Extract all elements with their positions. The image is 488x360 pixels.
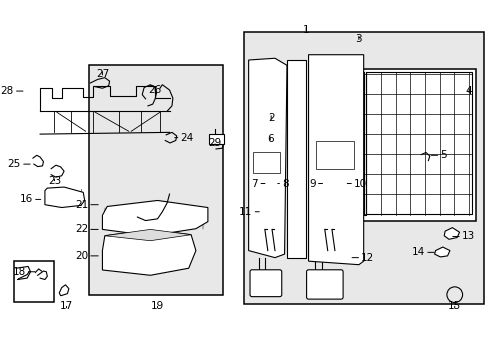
Polygon shape	[59, 285, 69, 296]
Bar	[315, 141, 353, 170]
Polygon shape	[45, 187, 84, 207]
Text: 17: 17	[60, 301, 73, 311]
Text: 22: 22	[75, 224, 88, 234]
Text: 5: 5	[440, 150, 446, 160]
Text: 20: 20	[75, 251, 88, 261]
Bar	[361, 69, 475, 221]
Bar	[244, 32, 483, 303]
Text: 6: 6	[266, 134, 273, 144]
Text: 21: 21	[75, 200, 88, 210]
Text: 27: 27	[96, 69, 109, 79]
Text: 3: 3	[355, 33, 362, 44]
FancyBboxPatch shape	[249, 270, 281, 297]
Text: 26: 26	[148, 85, 162, 95]
Text: 1: 1	[302, 25, 309, 35]
Text: 10: 10	[353, 179, 366, 189]
Polygon shape	[443, 228, 459, 239]
Text: 2: 2	[267, 113, 274, 123]
Polygon shape	[308, 55, 363, 265]
Text: 15: 15	[447, 301, 461, 311]
Text: 18: 18	[13, 267, 26, 277]
Polygon shape	[434, 247, 449, 257]
Polygon shape	[248, 58, 286, 258]
Text: 25: 25	[8, 159, 21, 169]
Text: 16: 16	[20, 194, 33, 204]
Bar	[14, 261, 54, 302]
Text: 28: 28	[0, 86, 14, 96]
Text: 8: 8	[282, 179, 288, 189]
Text: 29: 29	[208, 138, 221, 148]
Polygon shape	[286, 60, 305, 258]
Polygon shape	[102, 229, 196, 275]
Text: 11: 11	[239, 207, 252, 217]
Text: 9: 9	[308, 179, 315, 189]
Bar	[366, 72, 470, 213]
Text: 14: 14	[411, 247, 424, 257]
Text: 12: 12	[361, 253, 374, 263]
Text: 4: 4	[465, 86, 471, 96]
Polygon shape	[102, 201, 207, 236]
Bar	[253, 152, 279, 173]
Text: 19: 19	[151, 301, 164, 311]
Text: 13: 13	[461, 231, 474, 242]
Text: 23: 23	[48, 176, 61, 186]
Text: 7: 7	[251, 179, 258, 189]
Bar	[209, 134, 223, 144]
Polygon shape	[104, 229, 191, 241]
FancyBboxPatch shape	[306, 270, 343, 299]
Text: 24: 24	[180, 132, 193, 143]
Bar	[89, 65, 223, 295]
